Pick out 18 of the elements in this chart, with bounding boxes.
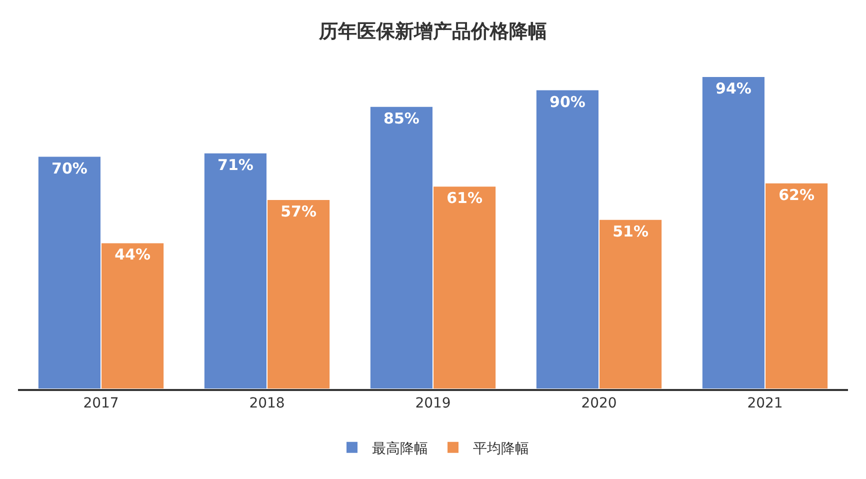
data-label: 70% [52,159,88,178]
x-tick-label: 2020 [581,396,617,412]
data-label: 61% [446,189,482,208]
x-tick-label: 2019 [415,396,451,412]
data-label: 62% [778,186,814,204]
x-tick-label: 2018 [249,396,285,412]
data-label: 90% [550,92,586,111]
data-label: 94% [716,79,752,98]
legend-label: 平均降幅 [473,440,529,457]
data-label: 57% [280,202,316,220]
data-label: 51% [612,222,648,240]
chart-title: 历年医保新增产品价格降幅 [318,20,547,42]
data-label: 71% [218,156,254,174]
x-tick-label: 2021 [747,396,783,412]
data-label: 85% [384,109,420,128]
x-tick-label: 2017 [83,396,119,412]
data-label: 44% [114,246,150,264]
legend-label: 最高降幅 [372,440,428,457]
